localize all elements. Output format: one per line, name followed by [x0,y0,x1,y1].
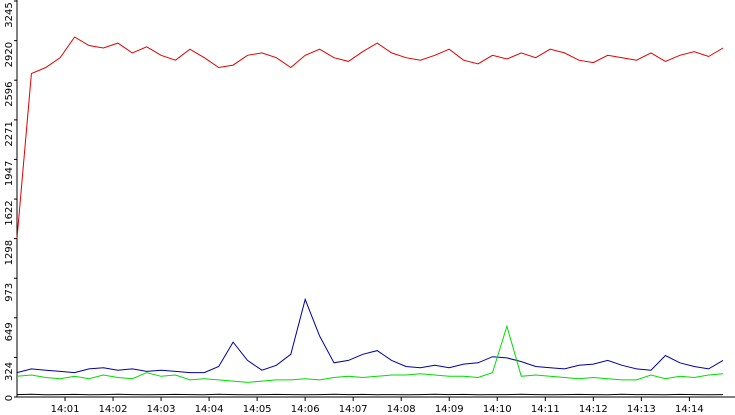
x-tick-label: 14:13 [627,404,656,415]
x-tick-label: 14:12 [579,404,608,415]
x-tick-label: 14:11 [531,404,560,415]
x-tick-label: 14:14 [675,404,704,415]
x-tick-label: 14:04 [195,404,224,415]
series-line [16,324,724,383]
x-tick-label: 14:06 [291,404,320,415]
y-tick-label: 2596 [4,81,15,106]
y-tick-label: 2920 [4,42,15,67]
x-tick-label: 14:01 [51,404,80,415]
x-tick-label: 14:09 [435,404,464,415]
y-tick-label: 324 [4,362,15,381]
x-tick-label: 14:02 [99,404,128,415]
y-tick-label: 0 [4,395,15,401]
series-line [16,393,724,396]
x-tick-label: 14:08 [387,404,416,415]
y-tick-label: 973 [4,283,15,302]
y-tick-label: 2271 [4,121,15,146]
y-tick-label: 1622 [4,200,15,225]
y-tick-label: 1947 [4,161,15,186]
x-tick-label: 14:05 [243,404,272,415]
series-line [16,297,724,374]
y-tick-label: 1298 [4,240,15,265]
x-tick-label: 14:07 [339,404,368,415]
y-tick-label: 3245 [4,2,15,27]
x-tick-label: 14:10 [483,404,512,415]
series-line [16,36,724,239]
y-tick-label: 649 [4,322,15,341]
x-tick-label: 14:03 [147,404,176,415]
